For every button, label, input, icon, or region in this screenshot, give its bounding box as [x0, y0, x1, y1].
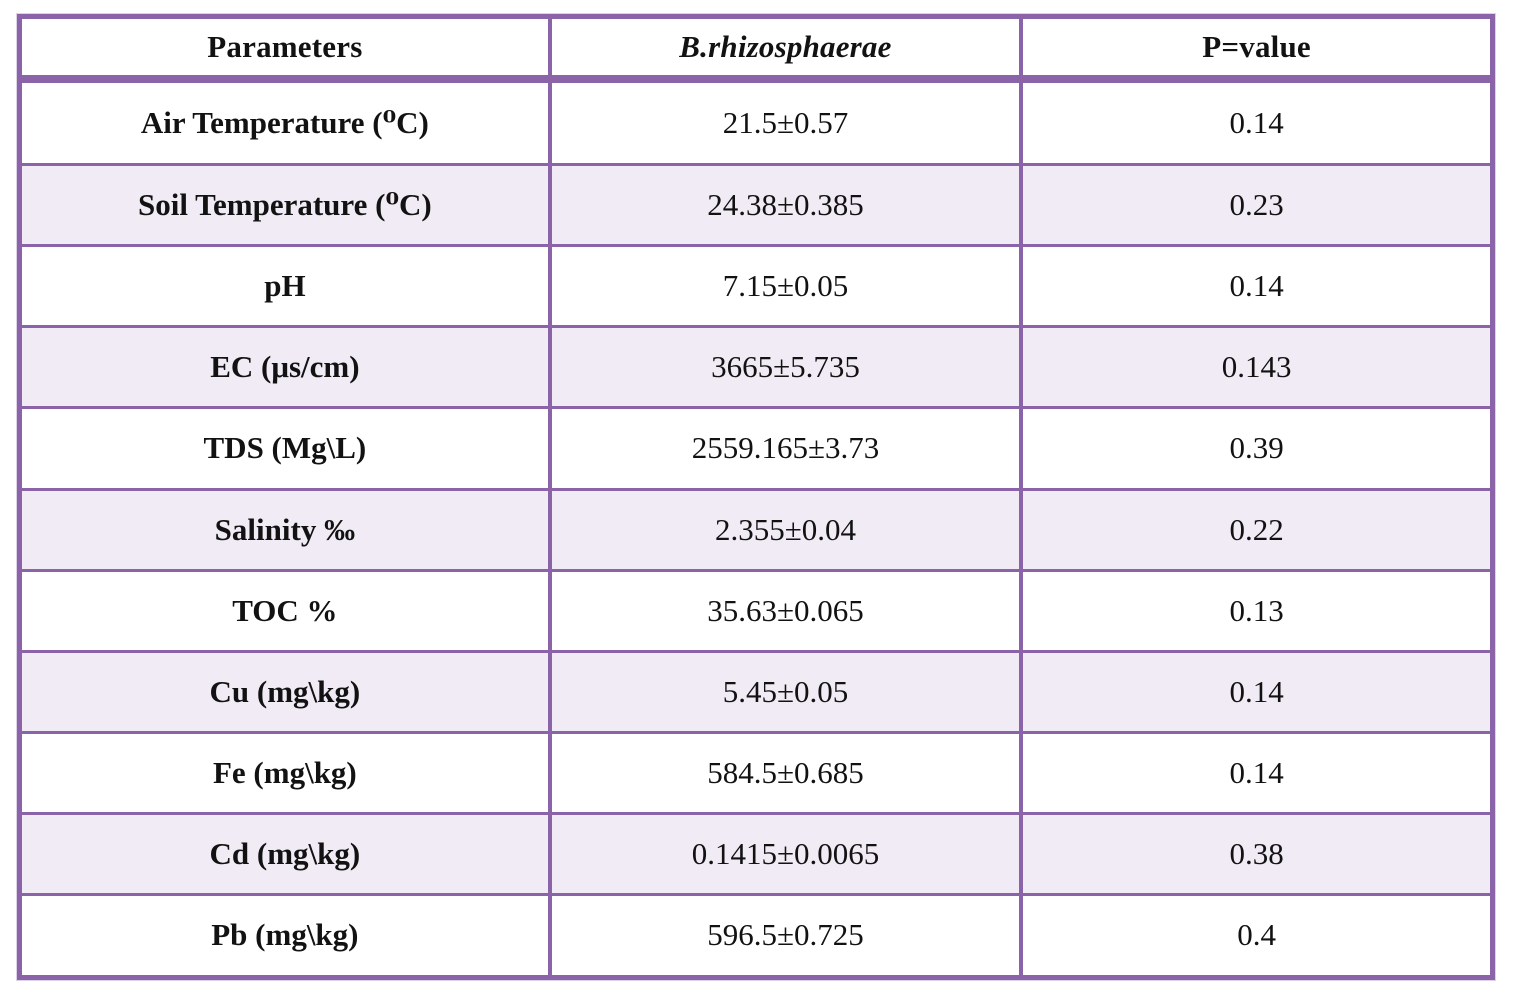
- column-header-species: B.rhizosphaerae: [547, 15, 1024, 83]
- row-pvalue: 0.39: [1019, 406, 1495, 491]
- table-row: Fe (mg\kg) 584.5±0.685 0.14: [17, 730, 1495, 815]
- row-parameter: Cd (mg\kg): [17, 811, 552, 896]
- row-parameter: Cu (mg\kg): [17, 649, 552, 734]
- row-pvalue: 0.13: [1019, 568, 1495, 653]
- table-row: TDS (Mg\L) 2559.165±3.73 0.39: [17, 406, 1495, 491]
- table-row: pH 7.15±0.05 0.14: [17, 244, 1495, 329]
- row-measurement: 21.5±0.57: [547, 76, 1024, 167]
- table-row: Salinity ‰ 2.355±0.04 0.22: [17, 487, 1495, 572]
- table-header: Parameters B.rhizosphaerae P=value: [17, 15, 1495, 83]
- table-row: Cu (mg\kg) 5.45±0.05 0.14: [17, 649, 1495, 734]
- row-parameter: Pb (mg\kg): [17, 892, 552, 980]
- parameters-table-container: Parameters B.rhizosphaerae P=value Air T…: [17, 14, 1495, 980]
- row-parameter: Salinity ‰: [17, 487, 552, 572]
- row-measurement: 2.355±0.04: [547, 487, 1024, 572]
- row-parameter: TDS (Mg\L): [17, 406, 552, 491]
- row-measurement: 7.15±0.05: [547, 244, 1024, 329]
- row-parameter: Fe (mg\kg): [17, 730, 552, 815]
- row-pvalue: 0.14: [1019, 244, 1495, 329]
- row-pvalue: 0.23: [1019, 163, 1495, 248]
- row-measurement: 5.45±0.05: [547, 649, 1024, 734]
- row-measurement: 3665±5.735: [547, 325, 1024, 410]
- row-parameter: TOC %: [17, 568, 552, 653]
- table-body: Air Temperature (⁰C) 21.5±0.57 0.14 Soil Te…: [17, 76, 1495, 980]
- table-row: Pb (mg\kg) 596.5±0.725 0.4: [17, 892, 1495, 980]
- row-pvalue: 0.14: [1019, 649, 1495, 734]
- row-pvalue: 0.38: [1019, 811, 1495, 896]
- row-measurement: 584.5±0.685: [547, 730, 1024, 815]
- column-header-parameters: Parameters: [17, 15, 552, 83]
- table-row: Soil Temperature (⁰C) 24.38±0.385 0.23: [17, 163, 1495, 248]
- row-measurement: 35.63±0.065: [547, 568, 1024, 653]
- row-pvalue: 0.143: [1019, 325, 1495, 410]
- row-parameter: pH: [17, 244, 552, 329]
- table-row: EC (μs/cm) 3665±5.735 0.143: [17, 325, 1495, 410]
- column-header-pvalue: P=value: [1019, 15, 1495, 83]
- table-row: TOC % 35.63±0.065 0.13: [17, 568, 1495, 653]
- row-pvalue: 0.14: [1019, 730, 1495, 815]
- table-row: Air Temperature (⁰C) 21.5±0.57 0.14: [17, 76, 1495, 167]
- table-row: Cd (mg\kg) 0.1415±0.0065 0.38: [17, 811, 1495, 896]
- row-parameter: EC (μs/cm): [17, 325, 552, 410]
- row-measurement: 0.1415±0.0065: [547, 811, 1024, 896]
- row-measurement: 24.38±0.385: [547, 163, 1024, 248]
- header-row: Parameters B.rhizosphaerae P=value: [17, 15, 1495, 83]
- row-parameter: Air Temperature (⁰C): [17, 76, 552, 167]
- row-pvalue: 0.4: [1019, 892, 1495, 980]
- parameters-table: Parameters B.rhizosphaerae P=value Air T…: [17, 14, 1495, 980]
- row-pvalue: 0.14: [1019, 76, 1495, 167]
- row-parameter: Soil Temperature (⁰C): [17, 163, 552, 248]
- row-measurement: 2559.165±3.73: [547, 406, 1024, 491]
- row-measurement: 596.5±0.725: [547, 892, 1024, 980]
- row-pvalue: 0.22: [1019, 487, 1495, 572]
